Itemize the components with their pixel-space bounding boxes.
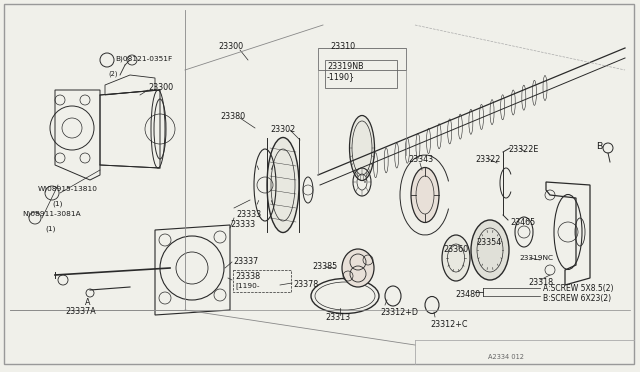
Text: (2): (2) <box>108 70 118 77</box>
Text: [1190-: [1190- <box>235 282 259 289</box>
Text: 23302: 23302 <box>270 125 295 134</box>
Text: A2334 012: A2334 012 <box>488 354 524 360</box>
Text: B)08121-0351F: B)08121-0351F <box>115 55 172 61</box>
Text: W)08915-13810: W)08915-13810 <box>38 185 98 192</box>
Text: 23465: 23465 <box>510 218 535 227</box>
Ellipse shape <box>342 249 374 287</box>
Text: 23337: 23337 <box>233 257 259 266</box>
Bar <box>325 60 397 88</box>
Bar <box>318 48 406 70</box>
Text: N)08911-3081A: N)08911-3081A <box>22 210 81 217</box>
Text: (1): (1) <box>45 225 56 231</box>
Text: B: B <box>596 142 602 151</box>
Text: 23312+D: 23312+D <box>380 308 418 317</box>
Text: 23337A: 23337A <box>65 307 96 316</box>
Text: 23300: 23300 <box>218 42 243 51</box>
Text: A:SCREW 5X8.5(2): A:SCREW 5X8.5(2) <box>543 284 614 293</box>
Ellipse shape <box>442 235 470 281</box>
Text: 23480: 23480 <box>455 290 480 299</box>
Text: 23319NB: 23319NB <box>327 62 364 71</box>
Text: 23313: 23313 <box>325 313 350 322</box>
Text: A: A <box>85 298 90 307</box>
Text: 23378: 23378 <box>293 280 318 289</box>
Text: 23310: 23310 <box>330 42 355 51</box>
Text: 23333: 23333 <box>236 210 261 219</box>
Text: B:SCREW 6X23(2): B:SCREW 6X23(2) <box>543 294 611 303</box>
Text: -1190}: -1190} <box>327 72 355 81</box>
Text: 23338: 23338 <box>235 272 260 281</box>
Text: 23343: 23343 <box>408 155 433 164</box>
Text: 23319NC: 23319NC <box>519 255 553 261</box>
Text: 23312+C: 23312+C <box>430 320 467 329</box>
Text: 23318: 23318 <box>528 278 553 287</box>
Text: 23333: 23333 <box>230 220 255 229</box>
Ellipse shape <box>349 115 374 180</box>
Ellipse shape <box>267 138 299 232</box>
Ellipse shape <box>411 167 439 222</box>
Text: 23322: 23322 <box>475 155 500 164</box>
Text: 23300: 23300 <box>148 83 173 92</box>
Text: 23385: 23385 <box>312 262 337 271</box>
Text: (1): (1) <box>52 200 63 206</box>
Text: 23380: 23380 <box>220 112 245 121</box>
Ellipse shape <box>471 220 509 280</box>
Text: 23354: 23354 <box>476 238 501 247</box>
Text: 23322E: 23322E <box>508 145 538 154</box>
Bar <box>233 270 291 292</box>
Text: 23360: 23360 <box>443 245 468 254</box>
